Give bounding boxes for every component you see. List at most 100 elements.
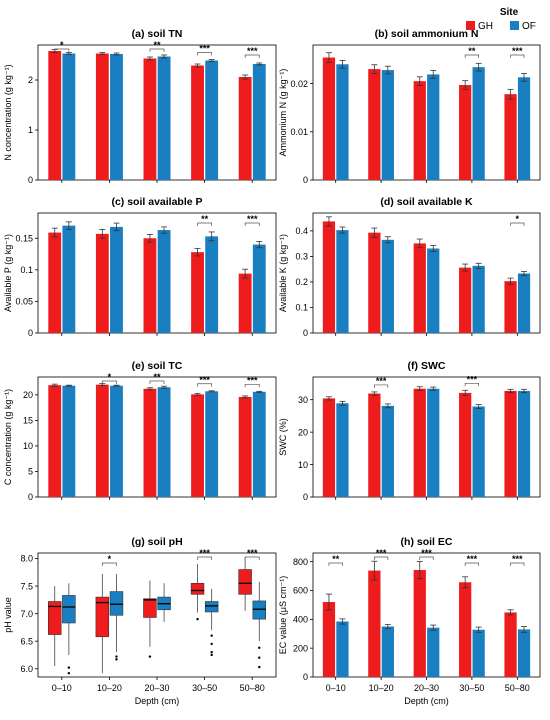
- significance-label: ***: [421, 548, 432, 558]
- bar-of: [157, 56, 171, 180]
- box-outlier: [258, 665, 261, 669]
- bar-gh: [95, 233, 109, 333]
- bar-gh: [322, 398, 336, 497]
- x-tick-label: 10–20: [97, 683, 122, 693]
- significance-label: ***: [247, 375, 258, 385]
- panel-title: (e) soil TC: [132, 360, 183, 372]
- box-outlier: [210, 642, 213, 646]
- box-outlier: [115, 658, 118, 661]
- significance-bracket: [54, 48, 70, 52]
- panel-title: (a) soil TN: [132, 28, 183, 40]
- y-tick-label: 400: [293, 615, 308, 625]
- bar-of: [517, 629, 531, 677]
- y-tick-label: 0.2: [295, 277, 308, 287]
- y-tick-label: 6.0: [20, 664, 33, 674]
- bar-of: [110, 226, 123, 333]
- y-tick-label: 20: [298, 427, 308, 437]
- bar-of: [472, 265, 485, 333]
- y-tick-label: 0.3: [295, 252, 308, 262]
- y-tick-label: 5: [28, 467, 33, 477]
- bar-of: [205, 391, 219, 497]
- bar-gh: [504, 281, 517, 333]
- significance-label: **: [201, 214, 209, 224]
- bar-gh: [504, 94, 517, 180]
- box-outlier: [210, 651, 213, 654]
- significance-label: **: [468, 46, 476, 56]
- x-axis-label: Depth (cm): [404, 696, 449, 706]
- bar-of: [252, 391, 266, 497]
- box-outlier: [196, 617, 199, 621]
- significance-label: ***: [247, 548, 258, 558]
- bar-gh: [413, 81, 426, 180]
- significance-label: ***: [467, 554, 478, 564]
- box-of: [109, 591, 124, 616]
- significance-bracket: [464, 382, 479, 387]
- significance-label: **: [332, 554, 340, 564]
- bar-gh: [368, 393, 381, 497]
- bar-gh: [143, 238, 157, 333]
- bar-of: [427, 388, 440, 497]
- bar-of: [110, 54, 123, 180]
- bar-gh: [238, 77, 252, 180]
- box-outlier: [210, 653, 213, 657]
- y-tick-label: 600: [293, 586, 308, 596]
- box-outlier: [148, 655, 152, 658]
- box-gh: [48, 601, 62, 635]
- y-tick-label: 6.5: [20, 636, 33, 646]
- box-outlier: [67, 671, 71, 675]
- box-outlier: [210, 634, 213, 637]
- bar-of: [62, 225, 76, 333]
- bar-gh: [48, 385, 62, 497]
- box-gh: [143, 598, 157, 618]
- panel-3: (d) soil available K Available K (g kg⁻¹)…: [278, 196, 541, 338]
- y-tick-label: 30: [298, 395, 308, 405]
- legend-title: Site: [500, 7, 519, 18]
- significance-bracket: [374, 556, 389, 560]
- bar-gh: [191, 252, 204, 333]
- y-axis-label: SWC (%): [278, 418, 288, 456]
- y-axis-label: Available P (g kg⁻¹): [3, 234, 13, 312]
- significance-bracket: [244, 54, 260, 58]
- bar-gh: [368, 232, 381, 333]
- bar-of: [381, 70, 394, 180]
- bar-gh: [322, 602, 336, 677]
- bar-of: [472, 67, 485, 180]
- bar-of: [62, 53, 76, 180]
- significance-bracket: [244, 556, 260, 560]
- panel-7: (h) soil EC EC value (μS cm⁻¹) 0 200 400 600 8…: [278, 536, 541, 706]
- x-tick-label: 30–50: [192, 683, 217, 693]
- bar-of: [381, 626, 394, 677]
- y-tick-label: 0.05: [15, 297, 33, 307]
- panel-title: (c) soil available P: [111, 196, 202, 208]
- panel-5: (f) SWC SWC (%) 0 10 20 30 *** ***: [278, 360, 541, 502]
- y-tick-label: 0: [303, 492, 308, 502]
- significance-label: ***: [512, 46, 523, 56]
- x-tick-label: 30–50: [459, 683, 484, 693]
- y-tick-label: 15: [23, 416, 33, 426]
- y-tick-label: 0: [28, 492, 33, 502]
- bar-of: [472, 629, 485, 677]
- box-of: [204, 601, 219, 613]
- significance-label: ***: [376, 548, 387, 558]
- y-tick-label: 8.0: [20, 554, 33, 564]
- y-axis-label: EC value (μS cm⁻¹): [278, 576, 288, 654]
- bar-gh: [48, 51, 62, 180]
- significance-label: ***: [199, 548, 210, 558]
- bar-gh: [48, 232, 62, 333]
- y-tick-label: 800: [293, 557, 308, 567]
- box-outlier: [115, 655, 118, 658]
- box-gh: [238, 569, 252, 595]
- significance-bracket: [244, 222, 260, 226]
- bar-of: [427, 627, 440, 677]
- box-outlier: [258, 656, 261, 659]
- bar-gh: [95, 384, 109, 497]
- legend-swatch-of: [510, 21, 519, 30]
- bar-gh: [191, 394, 204, 497]
- significance-label: *: [60, 40, 64, 50]
- significance-bracket: [149, 48, 165, 52]
- significance-bracket: [374, 384, 389, 388]
- significance-bracket: [510, 562, 525, 566]
- bar-gh: [504, 390, 517, 497]
- bar-gh: [459, 392, 472, 497]
